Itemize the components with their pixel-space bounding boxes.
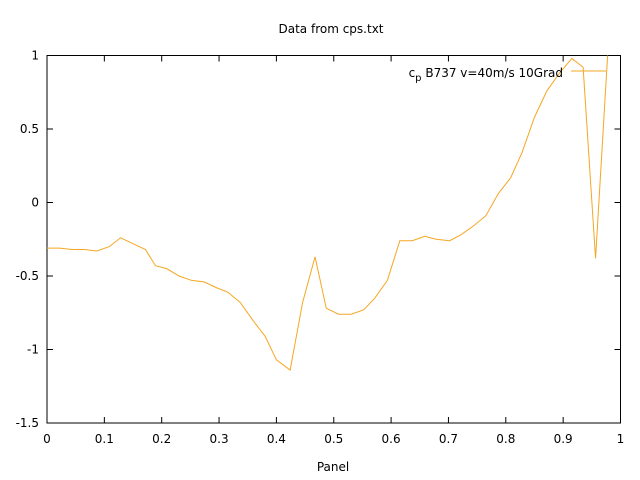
chart-title: Data from cps.txt — [279, 22, 384, 36]
legend-label: cp B737 v=40m/s 10Grad — [409, 66, 563, 84]
legend-label-rest: B737 v=40m/s 10Grad — [422, 66, 563, 80]
y-tick-label: 0.5 — [20, 122, 39, 136]
x-tick-label: 0.9 — [554, 432, 573, 446]
series-line — [47, 55, 609, 371]
x-tick-label: 0.6 — [382, 432, 401, 446]
y-axis: 1 0.5 0 -0.5 -1 -1.5 — [16, 49, 621, 430]
x-tick-label: 0.3 — [210, 432, 229, 446]
plot-frame — [46, 55, 621, 424]
y-tick-label: -1.5 — [16, 416, 39, 430]
y-tick-label: -1 — [27, 343, 39, 357]
y-tick-label: -0.5 — [16, 269, 39, 283]
y-tick-label: 1 — [31, 49, 39, 63]
x-tick-label: 0.2 — [152, 432, 171, 446]
x-tick-label: 0 — [43, 432, 51, 446]
legend: cp B737 v=40m/s 10Grad — [409, 66, 606, 84]
x-tick-label: 0.1 — [95, 432, 114, 446]
x-tick-label: 0.4 — [267, 432, 286, 446]
x-tick-label: 1 — [617, 432, 625, 446]
y-tick-label: 0 — [31, 196, 39, 210]
x-axis: 0 0.1 0.2 0.3 0.4 0.5 0.6 0.7 0.8 0.9 1 — [43, 55, 625, 446]
x-tick-label: 0.7 — [439, 432, 458, 446]
x-axis-label: Panel — [317, 460, 349, 474]
x-tick-label: 0.5 — [324, 432, 343, 446]
legend-label-sub: p — [415, 73, 421, 84]
legend-label-main: c — [409, 66, 416, 80]
x-tick-label: 0.8 — [496, 432, 515, 446]
series-group — [47, 55, 609, 371]
